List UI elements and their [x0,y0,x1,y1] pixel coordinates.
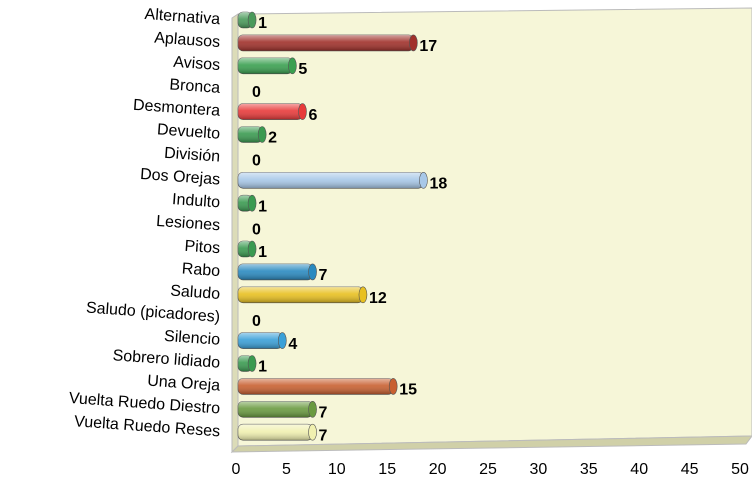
y-tick-label: Vuelta Ruedo Reses [74,413,221,440]
bar-shine [238,34,414,51]
value-label: 0 [252,84,261,101]
bar-cap [308,400,317,418]
x-tick-label: 25 [479,461,497,478]
bar-cap [409,34,418,52]
y-tick-label: Aplausos [154,30,221,52]
y-tick-label: Saludo [170,283,221,303]
bar-cap [247,355,257,372]
bar-cap [308,263,317,281]
bar-shine [238,57,293,74]
bar-shine [238,172,424,189]
x-tick-label: 20 [429,461,447,478]
bar-shine [238,126,263,143]
bar-shine [238,401,313,418]
x-tick-label: 10 [328,461,346,478]
value-label: 1 [258,359,267,376]
bar-cap [278,332,287,349]
x-tick-label: 35 [580,461,598,478]
x-tick-label: 50 [731,461,749,478]
y-tick-label: Dos Orejas [140,166,221,189]
value-label: 12 [369,290,387,307]
bar-cap [247,240,257,258]
value-label: 0 [252,221,261,238]
x-tick-label: 15 [378,461,396,478]
y-tick-label: Devuelto [156,121,220,142]
value-label: 6 [308,107,317,124]
y-tick-label: División [164,145,221,166]
x-tick-label: 0 [232,461,241,478]
y-tick-label: Silencio [164,328,221,349]
y-tick-label: Avisos [173,54,221,74]
value-label: 18 [429,176,447,193]
bar-cap [308,423,317,441]
bar-cap [358,286,368,304]
value-label: 2 [268,130,277,147]
value-label: 1 [258,15,267,32]
bar-cap [247,11,257,29]
y-tick-label: Saludo (picadores) [85,300,220,326]
x-tick-label: 30 [530,461,548,478]
value-label: 15 [399,382,417,399]
bar-cap [388,378,398,395]
value-label: 1 [258,198,267,215]
y-tick-label: Pitos [184,238,221,257]
bar-shine [238,103,303,120]
x-tick-label: 5 [282,461,291,478]
value-label: 7 [319,427,328,444]
y-tick-label: Rabo [181,260,220,280]
y-tick-label: Lesiones [156,213,221,234]
plot-side [231,13,239,454]
value-label: 0 [252,313,261,330]
y-tick-label: Alternativa [144,6,221,28]
bar-cap [419,172,428,189]
bar-shine [238,378,394,395]
y-tick-label: Indulto [171,191,220,211]
value-label: 7 [319,267,328,284]
value-label: 4 [288,336,297,353]
value-label: 17 [419,38,437,55]
y-tick-label: Desmontera [132,97,220,120]
y-tick-label: Sobrero lidiado [112,347,221,371]
value-label: 5 [298,61,307,78]
x-tick-label: 45 [681,461,699,478]
bar-cap [288,57,297,75]
bar-cap [247,194,257,212]
value-label: 1 [258,244,267,261]
x-tick-label: 40 [630,461,648,478]
bar-shine [238,263,313,280]
bar-shine [238,332,283,349]
bar-cap [298,103,307,120]
bar-shine [238,424,313,441]
bar-cap [257,126,267,143]
y-tick-label: Una Oreja [147,373,221,395]
value-label: 0 [252,153,261,170]
y-tick-label: Bronca [169,76,221,97]
plot-floor [230,435,752,453]
value-label: 7 [319,405,328,422]
bar-shine [238,286,363,303]
